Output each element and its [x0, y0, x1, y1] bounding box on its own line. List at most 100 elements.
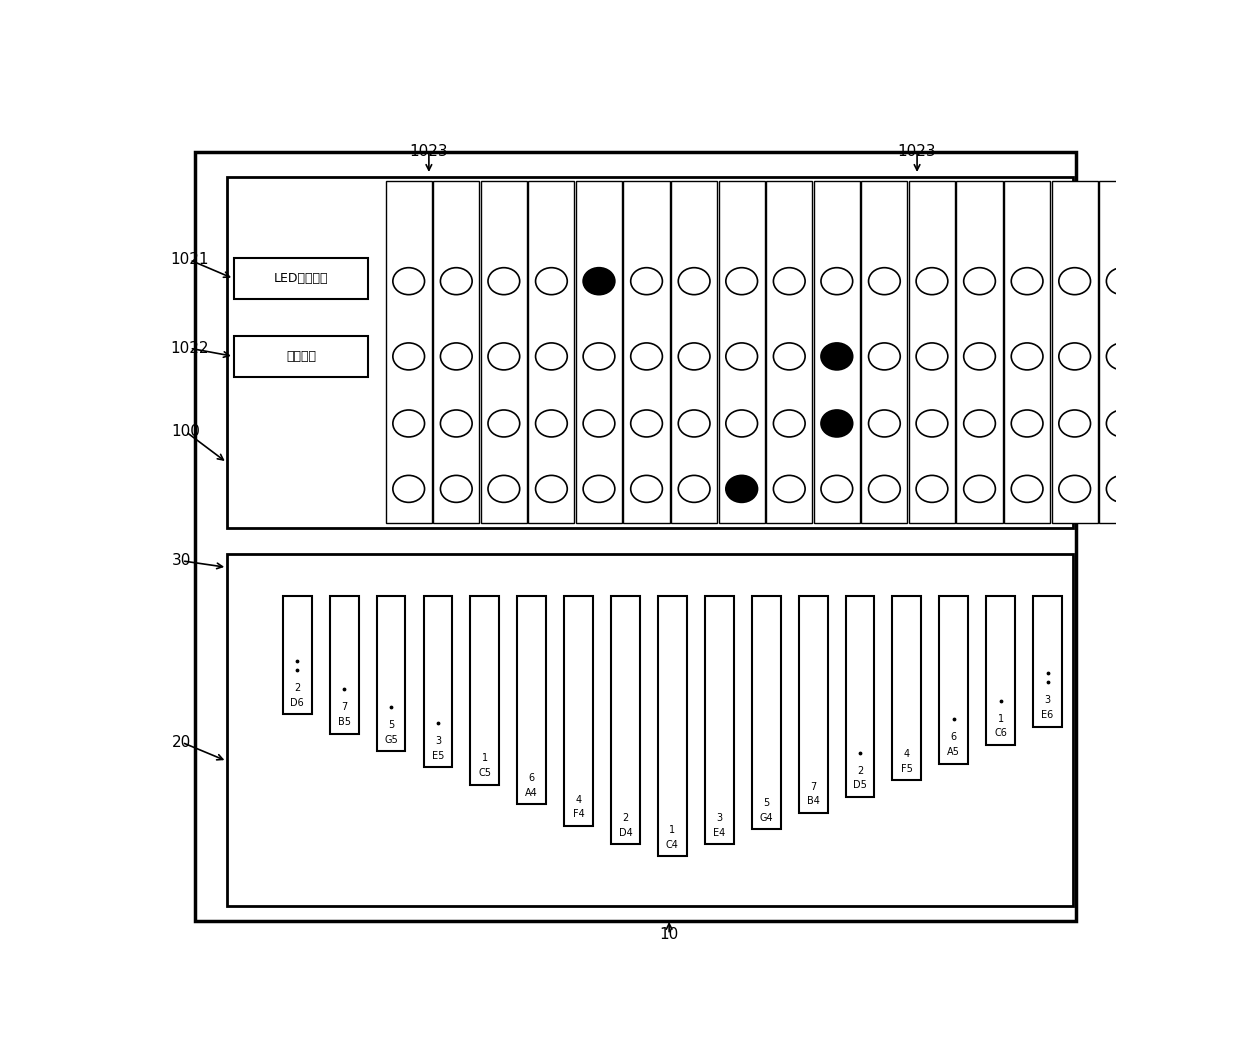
Bar: [433, 182, 480, 524]
Bar: [704, 597, 734, 844]
Circle shape: [678, 410, 711, 436]
Circle shape: [1106, 410, 1138, 436]
Circle shape: [678, 268, 711, 294]
Circle shape: [868, 268, 900, 294]
Circle shape: [725, 268, 758, 294]
Circle shape: [1154, 476, 1185, 502]
Circle shape: [1059, 410, 1090, 436]
Circle shape: [821, 343, 853, 370]
Circle shape: [868, 476, 900, 502]
Bar: [766, 182, 812, 524]
Text: 4: 4: [575, 794, 582, 805]
Circle shape: [1059, 476, 1090, 502]
Circle shape: [583, 268, 615, 294]
Bar: [481, 182, 527, 524]
Circle shape: [1012, 343, 1043, 370]
Circle shape: [1059, 268, 1090, 294]
Text: A5: A5: [947, 747, 960, 757]
Circle shape: [1106, 476, 1138, 502]
Text: 5: 5: [763, 799, 769, 808]
Bar: [564, 597, 593, 826]
Text: A4: A4: [526, 788, 538, 798]
Circle shape: [774, 268, 805, 294]
Text: 1023: 1023: [409, 143, 448, 158]
Circle shape: [1012, 476, 1043, 502]
Text: 1: 1: [670, 825, 676, 835]
Bar: [1033, 597, 1061, 726]
Circle shape: [1202, 268, 1234, 294]
Bar: [611, 597, 640, 844]
Circle shape: [631, 268, 662, 294]
Circle shape: [440, 343, 472, 370]
Text: 7: 7: [810, 782, 816, 791]
Circle shape: [440, 410, 472, 436]
Bar: [813, 182, 859, 524]
Text: E6: E6: [1042, 710, 1054, 720]
Bar: [986, 597, 1016, 744]
Text: 30: 30: [172, 553, 192, 568]
Circle shape: [393, 476, 424, 502]
Circle shape: [1106, 268, 1138, 294]
Circle shape: [393, 343, 424, 370]
Circle shape: [489, 268, 520, 294]
Circle shape: [489, 343, 520, 370]
Circle shape: [678, 476, 711, 502]
Bar: [424, 597, 453, 767]
Circle shape: [774, 410, 805, 436]
Text: 2: 2: [294, 683, 300, 693]
Bar: [528, 182, 574, 524]
Text: 1: 1: [482, 753, 487, 764]
Text: E4: E4: [713, 828, 725, 838]
Text: 1021: 1021: [170, 253, 208, 268]
Text: C5: C5: [479, 768, 491, 778]
Text: 3: 3: [717, 813, 723, 823]
Bar: [1099, 182, 1146, 524]
Text: 10: 10: [660, 927, 678, 942]
Bar: [658, 597, 687, 856]
Circle shape: [583, 410, 615, 436]
Text: 4: 4: [904, 749, 910, 759]
Circle shape: [916, 343, 947, 370]
Bar: [470, 597, 500, 785]
Circle shape: [916, 476, 947, 502]
Circle shape: [725, 410, 758, 436]
Circle shape: [1059, 343, 1090, 370]
Circle shape: [440, 268, 472, 294]
Bar: [862, 182, 908, 524]
Text: 100: 100: [171, 424, 200, 440]
Text: F5: F5: [901, 764, 913, 773]
Text: 1: 1: [998, 714, 1003, 723]
Bar: [846, 597, 874, 796]
Text: 2: 2: [622, 813, 629, 823]
Bar: [227, 176, 1073, 528]
Text: C4: C4: [666, 840, 678, 850]
Text: 光敏电阶: 光敏电阶: [286, 349, 316, 363]
Bar: [1147, 182, 1193, 524]
Circle shape: [725, 343, 758, 370]
Circle shape: [536, 268, 567, 294]
Text: G4: G4: [759, 812, 773, 823]
Bar: [1194, 182, 1240, 524]
Bar: [330, 597, 358, 734]
Text: 20: 20: [172, 735, 191, 750]
Bar: [1052, 182, 1097, 524]
Circle shape: [963, 410, 996, 436]
Text: B5: B5: [337, 717, 351, 727]
Text: F4: F4: [573, 809, 584, 819]
Bar: [624, 182, 670, 524]
Circle shape: [963, 343, 996, 370]
Bar: [956, 182, 1003, 524]
Text: D5: D5: [853, 781, 867, 790]
Text: 2: 2: [857, 766, 863, 775]
Text: C6: C6: [994, 729, 1007, 738]
Bar: [751, 597, 781, 829]
Text: 3: 3: [1044, 696, 1050, 705]
Circle shape: [1154, 268, 1185, 294]
Circle shape: [1154, 343, 1185, 370]
Circle shape: [963, 268, 996, 294]
Circle shape: [821, 476, 853, 502]
Bar: [893, 597, 921, 781]
Circle shape: [678, 343, 711, 370]
Text: 3: 3: [435, 736, 441, 746]
Circle shape: [868, 410, 900, 436]
